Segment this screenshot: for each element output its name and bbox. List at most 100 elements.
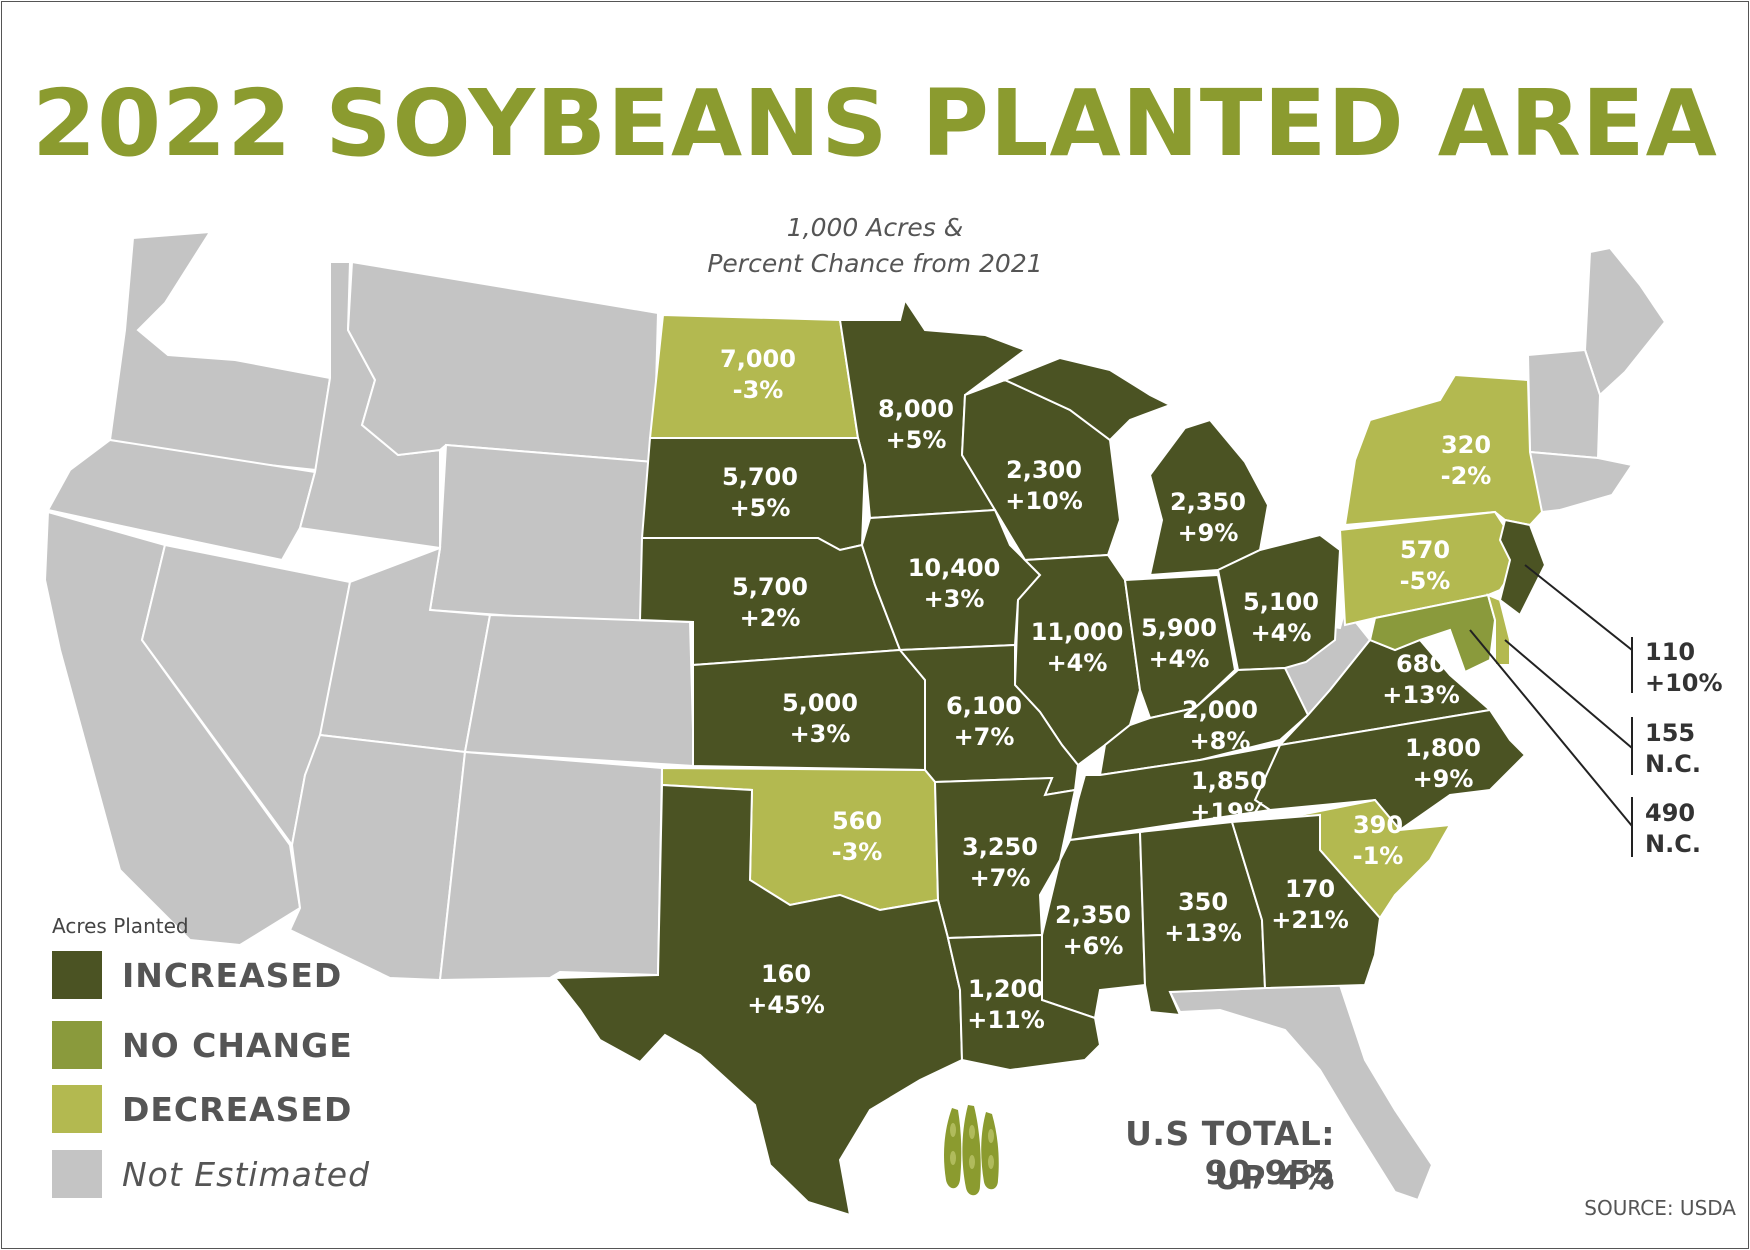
- legend-title: Acres Planted: [52, 914, 189, 938]
- callout-line-md: [1469, 629, 1633, 827]
- label-il-change: +4%: [1047, 649, 1108, 677]
- callout-md-change: N.C.: [1645, 830, 1701, 858]
- state-wy: [428, 443, 656, 627]
- state-co: [463, 613, 696, 768]
- label-in-acres: 5,900: [1141, 614, 1217, 642]
- label-ks-change: +3%: [790, 720, 851, 748]
- callout-line-de: [1504, 639, 1633, 749]
- state-me: [1583, 246, 1667, 397]
- state-nj: [1498, 518, 1547, 617]
- label-mn-change: +5%: [886, 426, 947, 454]
- label-mi-change: +9%: [1178, 519, 1239, 547]
- label-va-acres: 680: [1396, 650, 1446, 678]
- legend-item-not-estimated: Not Estimated: [52, 1150, 370, 1198]
- state-az: [288, 733, 467, 982]
- legend-swatch-decreased: [52, 1085, 102, 1133]
- label-al-change: +13%: [1164, 919, 1242, 947]
- label-il-acres: 11,000: [1031, 618, 1124, 646]
- label-nc-change: +9%: [1413, 765, 1474, 793]
- source-credit: SOURCE: USDA: [1584, 1196, 1736, 1220]
- label-tn-acres: 1,850: [1191, 767, 1267, 795]
- label-ky-acres: 2,000: [1182, 696, 1258, 724]
- label-in-change: +4%: [1149, 645, 1210, 673]
- label-ny-acres: 320: [1441, 431, 1491, 459]
- label-pa-acres: 570: [1400, 536, 1450, 564]
- legend-label-no-change: NO CHANGE: [122, 1025, 353, 1065]
- label-mo-change: +7%: [954, 723, 1015, 751]
- legend-item-decreased: DECREASED: [52, 1085, 352, 1133]
- label-oh-acres: 5,100: [1243, 588, 1319, 616]
- label-nc-acres: 1,800: [1405, 734, 1481, 762]
- label-ms-acres: 2,350: [1055, 901, 1131, 929]
- label-wi-acres: 2,300: [1006, 456, 1082, 484]
- label-la-acres: 1,200: [968, 975, 1044, 1003]
- legend-item-no-change: NO CHANGE: [52, 1021, 353, 1069]
- legend-label-decreased: DECREASED: [122, 1089, 353, 1129]
- label-ms-change: +6%: [1063, 932, 1124, 960]
- legend-item-increased: INCREASED: [52, 951, 342, 999]
- label-nd-change: -3%: [733, 376, 784, 404]
- state-labels: 7,000 -3% 8,000 +5% 5,700 +5% 2,300 +10%…: [720, 345, 1491, 1034]
- legend-label-increased: INCREASED: [122, 955, 343, 995]
- state-wa: [108, 230, 332, 472]
- label-ok-acres: 560: [832, 807, 882, 835]
- label-sd-change: +5%: [730, 494, 791, 522]
- label-mn-acres: 8,000: [878, 395, 954, 423]
- label-ar-acres: 3,250: [962, 833, 1038, 861]
- us-total-line: U.S TOTAL: 90,955: [1125, 1114, 1335, 1192]
- state-la: [946, 933, 1102, 1072]
- label-ga-acres: 170: [1285, 875, 1335, 903]
- callout-nj-acres: 110: [1645, 638, 1695, 666]
- label-ga-change: +21%: [1271, 906, 1349, 934]
- legend-label-not-estimated: Not Estimated: [122, 1154, 371, 1194]
- label-ne-change: +2%: [740, 604, 801, 632]
- label-la-change: +11%: [967, 1006, 1045, 1034]
- estimated-states: [552, 297, 1547, 1217]
- label-pa-change: -5%: [1400, 567, 1451, 595]
- state-mt: [346, 260, 660, 464]
- state-de: [1486, 593, 1511, 666]
- label-sc-acres: 390: [1353, 811, 1403, 839]
- subtitle-line-1: 1,000 Acres &: [786, 213, 964, 242]
- legend-swatch-no-change: [52, 1021, 102, 1069]
- page-title: 2022 SOYBEANS PLANTED AREA: [32, 70, 1718, 177]
- label-ia-change: +3%: [924, 585, 985, 613]
- us-change-line: UP 4%: [1214, 1158, 1335, 1197]
- label-ia-acres: 10,400: [908, 554, 1001, 582]
- state-nm: [438, 750, 664, 982]
- label-tn-change: +19%: [1190, 798, 1268, 826]
- state-vt-nh: [1526, 348, 1602, 460]
- label-oh-change: +4%: [1251, 619, 1312, 647]
- callout-de-change: N.C.: [1645, 750, 1701, 778]
- state-fl: [1168, 983, 1434, 1202]
- label-al-acres: 350: [1178, 888, 1228, 916]
- label-tx-acres: 160: [761, 960, 811, 988]
- callout-nj-change: +10%: [1645, 669, 1723, 697]
- label-ne-acres: 5,700: [732, 573, 808, 601]
- label-ks-acres: 5,000: [782, 689, 858, 717]
- label-tx-change: +45%: [747, 991, 825, 1019]
- callout-de-acres: 155: [1645, 719, 1695, 747]
- state-ga: [1230, 813, 1382, 990]
- label-va-change: +13%: [1382, 681, 1460, 709]
- soybean-pod-icon: [944, 1105, 999, 1196]
- legend-swatch-increased: [52, 951, 102, 999]
- label-ny-change: -2%: [1441, 462, 1492, 490]
- legend-swatch-not-estimated: [52, 1150, 102, 1198]
- label-sc-change: -1%: [1353, 842, 1404, 870]
- label-mo-acres: 6,100: [946, 692, 1022, 720]
- label-ok-change: -3%: [832, 838, 883, 866]
- label-ar-change: +7%: [970, 864, 1031, 892]
- not-estimated-states: [43, 230, 1667, 1202]
- label-nd-acres: 7,000: [720, 345, 796, 373]
- label-sd-acres: 5,700: [722, 463, 798, 491]
- label-mi-acres: 2,350: [1170, 488, 1246, 516]
- state-mi-upper: [1002, 356, 1173, 442]
- state-ma-ri-ct: [1529, 450, 1634, 514]
- callouts: 110 +10% 155 N.C. 490 N.C.: [1469, 564, 1723, 858]
- callout-md-acres: 490: [1645, 799, 1695, 827]
- state-tx: [552, 783, 964, 1217]
- subtitle-line-2: Percent Chance from 2021: [707, 249, 1043, 278]
- state-tn: [1068, 743, 1282, 842]
